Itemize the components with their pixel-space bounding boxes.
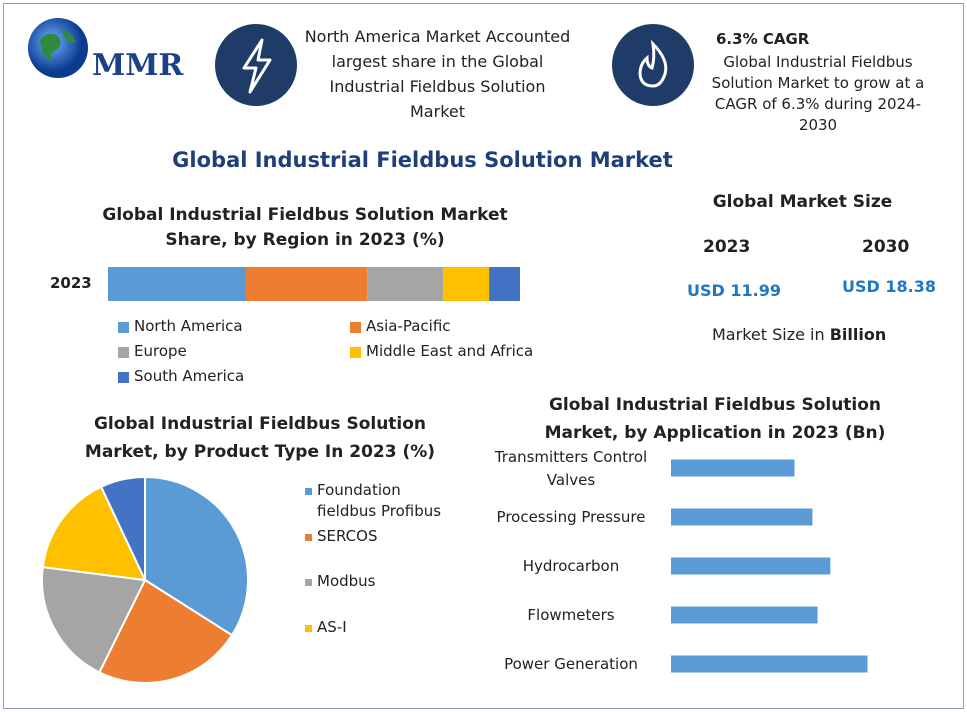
category-label: 2023 [50, 274, 92, 292]
legend-label: Modbus [317, 572, 376, 590]
size-value: USD 18.38 [842, 277, 936, 296]
legend-swatch [350, 322, 361, 333]
legend-swatch [305, 579, 312, 586]
legend-swatch [350, 347, 361, 358]
fact: North America Market Accounted largest s… [304, 27, 571, 121]
year: 2023 [703, 237, 751, 257]
unit: Billion [829, 325, 887, 344]
legend-label: Europe [134, 342, 187, 360]
year: 2030 [862, 237, 910, 257]
legend-label: AS-I [317, 618, 347, 636]
logo-land [40, 30, 76, 62]
main-title: Global Industrial Fieldbus Solution Mark… [172, 148, 673, 172]
legend-swatch [118, 347, 129, 358]
legend-label: SERCOS [317, 527, 378, 545]
note: Market Size in [712, 325, 825, 344]
legend-swatch [118, 322, 129, 333]
bar-segment [246, 267, 368, 301]
bar [671, 557, 831, 575]
flame [638, 39, 668, 88]
category-label: Processing Pressure [496, 508, 646, 526]
legend-label: Middle East and Africa [366, 342, 534, 360]
size-title: Global Market Size [712, 192, 893, 212]
category-label: Power Generation [504, 655, 638, 673]
bar [671, 508, 813, 526]
bar [671, 655, 868, 673]
legend-label: North America [134, 317, 243, 335]
bar [671, 459, 795, 477]
size-value: USD 11.99 [687, 281, 781, 300]
logo-text: MMR [92, 48, 184, 83]
legend-label: Asia-Pacific [366, 317, 451, 335]
legend-swatch [118, 372, 129, 383]
pie-slice [99, 475, 146, 581]
chart-title: Global Industrial Fieldbus Solution Mark… [84, 414, 436, 462]
chart-title: Global Industrial Fieldbus Solution Mark… [544, 395, 886, 443]
legend-label: Foundation fieldbus Profibus [317, 481, 442, 520]
pie-slice [41, 485, 147, 582]
legend-label: South America [134, 367, 245, 385]
legend-swatch [305, 534, 312, 541]
frame [3, 3, 964, 709]
bar-segment [367, 267, 443, 301]
category-label: Hydrocarbon [522, 557, 620, 575]
bar-segment [489, 267, 520, 301]
legend-swatch [305, 625, 312, 632]
bar-segment [442, 267, 490, 301]
bar-segment [108, 267, 247, 301]
icon-lightning [215, 24, 297, 106]
size-note: Market Size in Billion [712, 325, 886, 344]
lightning [242, 38, 272, 94]
category-label: Transmitters Control Valves [494, 448, 648, 489]
pie-slice [41, 565, 147, 674]
category-label: Flowmeters [527, 606, 615, 624]
fact: Global Industrial Fieldbus Solution Mark… [711, 53, 925, 134]
chart-title: Global Industrial Fieldbus Solution Mark… [102, 205, 508, 250]
legend-swatch [305, 488, 312, 495]
bar [671, 606, 818, 624]
fact-title: 6.3% CAGR [716, 30, 810, 48]
